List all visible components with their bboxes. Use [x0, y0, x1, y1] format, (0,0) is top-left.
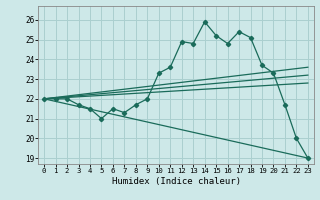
X-axis label: Humidex (Indice chaleur): Humidex (Indice chaleur)	[111, 177, 241, 186]
